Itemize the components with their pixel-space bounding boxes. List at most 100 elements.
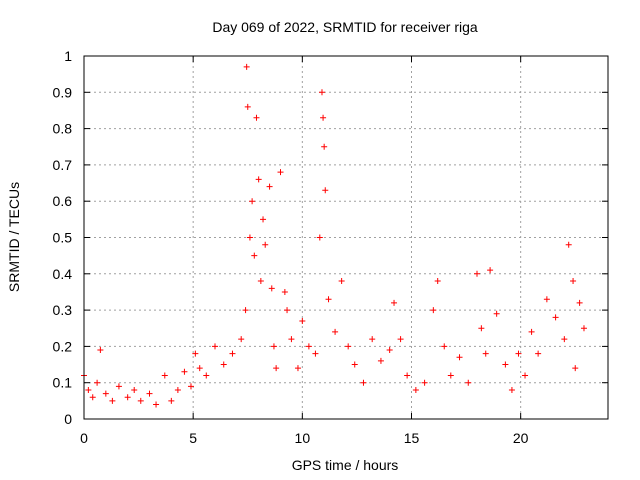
data-point bbox=[478, 325, 485, 332]
data-point bbox=[266, 183, 273, 190]
data-point bbox=[572, 365, 579, 372]
data-point bbox=[318, 89, 325, 96]
data-point bbox=[187, 383, 194, 390]
data-point bbox=[203, 372, 210, 379]
y-tick-label: 0.8 bbox=[53, 121, 73, 137]
data-point bbox=[456, 354, 463, 361]
data-point bbox=[535, 350, 542, 357]
data-point bbox=[249, 198, 256, 205]
data-point bbox=[369, 336, 376, 343]
data-point bbox=[502, 361, 509, 368]
data-point bbox=[281, 288, 288, 295]
data-point bbox=[168, 397, 175, 404]
data-point bbox=[284, 307, 291, 314]
data-point bbox=[109, 397, 116, 404]
data-point bbox=[561, 336, 568, 343]
data-point bbox=[260, 216, 267, 223]
data-point bbox=[153, 401, 160, 408]
data-point bbox=[580, 325, 587, 332]
data-point bbox=[244, 103, 251, 110]
data-point bbox=[338, 278, 345, 285]
data-point bbox=[391, 299, 398, 306]
data-point bbox=[508, 386, 515, 393]
data-point bbox=[528, 328, 535, 335]
data-point bbox=[421, 379, 428, 386]
data-point bbox=[102, 390, 109, 397]
data-point bbox=[273, 365, 280, 372]
data-point bbox=[522, 372, 529, 379]
data-point bbox=[305, 343, 312, 350]
data-point bbox=[253, 114, 260, 121]
x-tick-label: 15 bbox=[404, 430, 420, 446]
data-point bbox=[322, 187, 329, 194]
data-point bbox=[543, 296, 550, 303]
data-point bbox=[137, 397, 144, 404]
data-point bbox=[360, 379, 367, 386]
data-point bbox=[94, 379, 101, 386]
data-point bbox=[229, 350, 236, 357]
data-point bbox=[262, 241, 269, 248]
data-point bbox=[174, 386, 181, 393]
data-point bbox=[270, 343, 277, 350]
y-tick-label: 0.2 bbox=[53, 338, 73, 354]
data-point bbox=[220, 361, 227, 368]
data-point bbox=[312, 350, 319, 357]
axis-ticks: 00.10.20.30.40.50.60.70.80.910 5 10 15 20 bbox=[53, 48, 608, 446]
data-point bbox=[242, 307, 249, 314]
data-point bbox=[268, 285, 275, 292]
data-point bbox=[316, 234, 323, 241]
data-point bbox=[482, 350, 489, 357]
data-point bbox=[294, 365, 301, 372]
data-point bbox=[299, 317, 306, 324]
data-point bbox=[552, 314, 559, 321]
data-point bbox=[321, 143, 328, 150]
data-point bbox=[386, 347, 393, 354]
data-point bbox=[474, 270, 480, 277]
chart-title: Day 069 of 2022, SRMTID for receiver rig… bbox=[212, 19, 478, 35]
data-point bbox=[89, 394, 96, 401]
y-tick-label: 1 bbox=[64, 48, 72, 64]
data-point bbox=[345, 343, 352, 350]
x-tick-label: 0 bbox=[80, 430, 88, 446]
data-point bbox=[325, 296, 332, 303]
grid-lines bbox=[84, 56, 608, 419]
x-tick-label: 10 bbox=[295, 430, 311, 446]
y-tick-label: 0.5 bbox=[53, 230, 73, 246]
data-point bbox=[487, 267, 494, 274]
data-point bbox=[196, 365, 203, 372]
data-point bbox=[257, 278, 264, 285]
data-point bbox=[192, 350, 199, 357]
data-point bbox=[320, 114, 327, 121]
data-point bbox=[238, 336, 245, 343]
data-point bbox=[576, 299, 583, 306]
x-tick-label: 20 bbox=[513, 430, 529, 446]
data-point bbox=[441, 343, 448, 350]
data-point bbox=[255, 176, 262, 183]
data-point bbox=[212, 343, 218, 350]
data-point bbox=[397, 336, 404, 343]
y-axis-label: SRMTID / TECUs bbox=[6, 182, 22, 292]
data-points bbox=[81, 63, 587, 408]
data-point bbox=[332, 328, 339, 335]
data-point bbox=[377, 357, 384, 364]
data-point bbox=[447, 372, 454, 379]
data-point bbox=[430, 307, 437, 314]
y-tick-label: 0.3 bbox=[53, 302, 73, 318]
data-point bbox=[404, 372, 411, 379]
data-point bbox=[412, 386, 419, 393]
data-point bbox=[243, 63, 250, 70]
x-axis-label: GPS time / hours bbox=[292, 457, 399, 473]
data-point bbox=[246, 234, 253, 241]
y-tick-label: 0 bbox=[64, 411, 72, 427]
data-point bbox=[124, 394, 131, 401]
data-point bbox=[570, 278, 577, 285]
data-point bbox=[131, 386, 138, 393]
y-tick-label: 0.6 bbox=[53, 193, 73, 209]
data-point bbox=[85, 386, 92, 393]
data-point bbox=[493, 310, 500, 317]
data-point bbox=[465, 379, 472, 386]
data-point bbox=[434, 278, 441, 285]
y-tick-label: 0.1 bbox=[53, 375, 73, 391]
x-tick-label: 5 bbox=[189, 430, 197, 446]
data-point bbox=[181, 368, 188, 375]
